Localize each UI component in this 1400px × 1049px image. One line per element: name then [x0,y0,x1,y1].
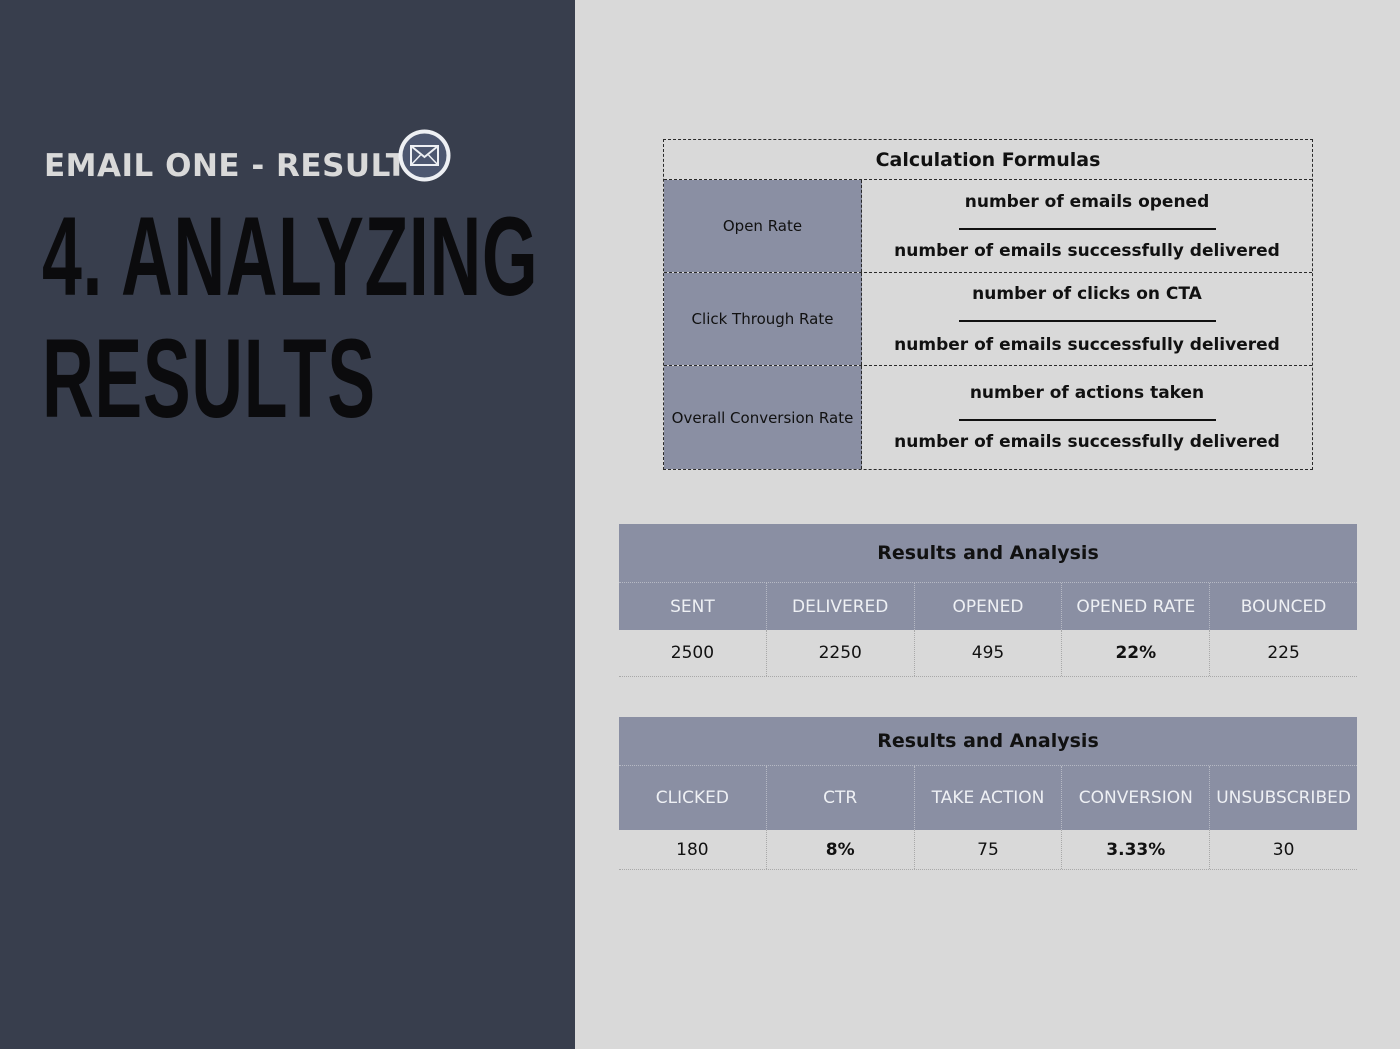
value-unsubscribed: 30 [1272,839,1295,860]
subtitle: EMAIL ONE - RESULT [44,148,408,184]
formula-numerator: number of clicks on CTA [972,284,1202,304]
value-clicked: 180 [619,830,767,869]
value-delivered: 2250 [767,630,915,676]
formula-fraction: number of actions taken number of emails… [862,366,1312,469]
value-opened-rate: 22% [1062,630,1211,676]
value-conversion: 3.33% [1062,830,1211,869]
header-conversion: CONVERSION [1062,766,1211,830]
results-header-row: CLICKED CTR TAKE ACTION CONVERSION UNSUB… [619,766,1357,830]
formula-row-click-through-rate: Click Through Rate number of clicks on C… [664,273,1312,366]
results-header-row: SENT DELIVERED OPENED OPENED RATE BOUNCE… [619,583,1357,630]
value-take-action: 75 [915,830,1063,869]
results-value-row: 2500 2250 495 22% 225 [619,630,1357,677]
formula-denominator: number of emails successfully delivered [894,335,1280,355]
header-clicked: CLICKED [619,766,767,830]
results-table-1: Results and Analysis SENT DELIVERED OPEN… [619,524,1357,677]
page-title: 4. ANALYZING RESULTS [42,196,538,440]
fraction-line [959,228,1216,230]
fraction-line [959,320,1216,322]
formula-label: Open Rate [664,180,862,272]
formula-row-open-rate: Open Rate number of emails opened number… [664,180,1312,273]
results-table-2: Results and Analysis CLICKED CTR TAKE AC… [619,717,1357,870]
formula-numerator: number of actions taken [969,383,1205,403]
fraction-line [959,419,1216,421]
value-ctr: 8% [767,830,915,869]
value-opened: 495 [915,630,1063,676]
envelope-icon [398,129,451,182]
formula-denominator: number of emails successfully delivered [894,432,1280,452]
formula-table-title: Calculation Formulas [664,140,1312,180]
header-delivered: DELIVERED [767,583,915,630]
title-line-2: RESULTS [42,316,376,441]
title-line-1: 4. ANALYZING [42,194,539,319]
formula-fraction: number of emails opened number of emails… [862,180,1312,272]
results-table-title: Results and Analysis [619,524,1357,583]
header-take-action: TAKE ACTION [915,766,1063,830]
formula-label: Click Through Rate [664,273,862,365]
results-table-title: Results and Analysis [619,717,1357,766]
header-ctr: CTR [767,766,915,830]
header-opened-rate: OPENED RATE [1062,583,1211,630]
header-opened: OPENED [915,583,1063,630]
formula-denominator: number of emails successfully delivered [894,241,1280,261]
results-value-row: 180 8% 75 3.33% 30 [619,830,1357,870]
header-unsubscribed: UNSUBSCRIBED [1216,788,1351,808]
header-sent: SENT [619,583,767,630]
formula-label: Overall Conversion Rate [664,366,862,469]
value-bounced: 225 [1267,643,1300,663]
formula-row-conversion-rate: Overall Conversion Rate number of action… [664,366,1312,469]
formula-fraction: number of clicks on CTA number of emails… [862,273,1312,365]
left-panel: EMAIL ONE - RESULT 4. ANALYZING RESULTS [0,0,575,1049]
value-sent: 2500 [619,630,767,676]
header-bounced: BOUNCED [1240,596,1327,617]
formula-table: Calculation Formulas Open Rate number of… [663,139,1313,470]
formula-numerator: number of emails opened [964,192,1210,212]
